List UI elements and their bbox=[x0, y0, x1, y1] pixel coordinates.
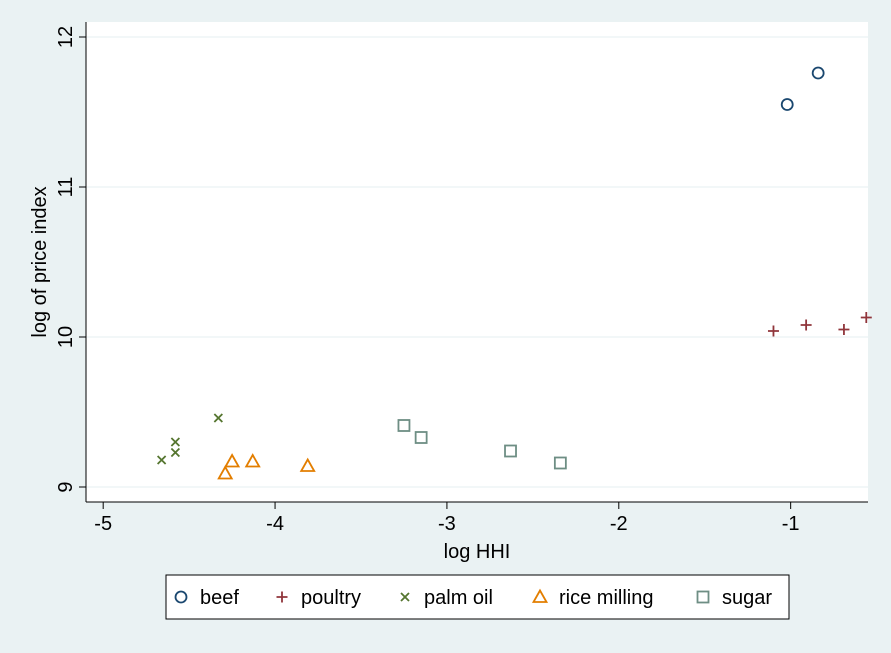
legend-marker-sugar bbox=[696, 590, 710, 604]
point-poultry bbox=[800, 319, 812, 331]
x-axis-title: log HHI bbox=[444, 541, 511, 563]
data-points bbox=[156, 66, 872, 480]
point-poultry bbox=[860, 312, 872, 323]
x-tick-label: -1 bbox=[782, 513, 800, 535]
point-poultry bbox=[767, 325, 779, 337]
legend-marker-poultry bbox=[276, 591, 288, 603]
legend-item-sugar: sugar bbox=[696, 587, 772, 609]
legend-item-poultry: poultry bbox=[276, 587, 361, 609]
point-beef bbox=[780, 98, 794, 111]
y-tick-label: 10 bbox=[55, 326, 77, 348]
x-ticks: -5 -4 -3 -2 -1 bbox=[94, 502, 800, 535]
axes bbox=[85, 22, 868, 503]
legend-item-beef: beef bbox=[174, 587, 239, 609]
y-ticks: 9 10 11 12 bbox=[55, 26, 86, 493]
y-tick-label: 12 bbox=[55, 26, 77, 48]
gridlines bbox=[86, 36, 868, 488]
point-sugar bbox=[414, 431, 428, 444]
y-axis-title: log of price index bbox=[29, 186, 51, 337]
x-tick-label: -5 bbox=[94, 513, 112, 535]
point-rice-milling bbox=[299, 457, 316, 472]
legend-item-rice-milling: rice milling bbox=[531, 587, 653, 609]
point-sugar bbox=[397, 419, 411, 432]
point-rice-milling bbox=[224, 453, 241, 468]
legend-label-rice-milling: rice milling bbox=[559, 587, 653, 609]
point-palm-oil bbox=[170, 437, 181, 447]
point-palm-oil bbox=[170, 447, 181, 458]
point-poultry bbox=[838, 324, 850, 335]
legend-label-sugar: sugar bbox=[722, 587, 772, 609]
legend-box bbox=[165, 574, 790, 620]
legend-marker-palm-oil bbox=[400, 592, 410, 602]
legend-label-palm-oil: palm oil bbox=[424, 587, 493, 609]
legend-label-beef: beef bbox=[200, 587, 239, 609]
point-sugar bbox=[553, 456, 567, 470]
plot-area bbox=[86, 22, 868, 502]
point-palm-oil bbox=[213, 413, 223, 423]
y-tick-label: 9 bbox=[55, 481, 77, 492]
legend-marker-beef bbox=[174, 590, 188, 604]
point-beef bbox=[811, 66, 825, 80]
x-tick-label: -4 bbox=[266, 513, 284, 535]
x-tick-label: -2 bbox=[610, 513, 628, 535]
legend-label-poultry: poultry bbox=[301, 587, 361, 609]
point-sugar bbox=[504, 444, 517, 458]
legend-marker-rice-milling bbox=[531, 588, 549, 603]
point-rice-milling bbox=[244, 453, 261, 468]
x-tick-label: -3 bbox=[438, 513, 456, 535]
point-rice-milling bbox=[217, 465, 234, 480]
y-tick-label: 11 bbox=[55, 177, 77, 198]
legend-item-palm-oil: palm oil bbox=[400, 587, 493, 609]
point-palm-oil bbox=[156, 455, 167, 465]
legend: beef poultry palm oil rice milling sugar bbox=[165, 574, 790, 620]
